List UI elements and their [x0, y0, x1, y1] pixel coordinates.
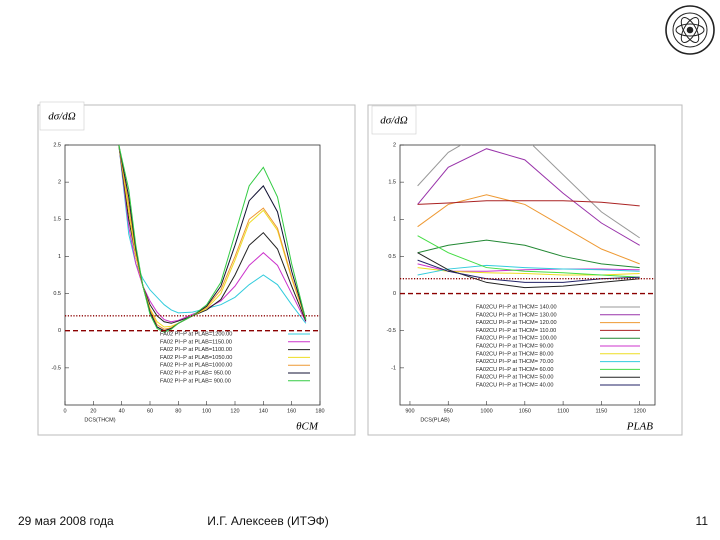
x-tick-label: 950 [444, 408, 453, 414]
footer-date: 29 мая 2008 года [18, 514, 114, 528]
y-tick-label: 1 [58, 254, 61, 260]
legend-label: FA02 PI−P at PLAB= 950.00 [160, 370, 231, 376]
y-tick-label: 0.5 [388, 254, 396, 260]
footer-page: 11 [696, 514, 709, 528]
legend-label: FA02CU PI−P at THCM= 60.00 [476, 367, 554, 373]
y-axis-label: dσ/dΩ [380, 115, 407, 127]
plot-area [417, 145, 640, 289]
series-line [417, 200, 640, 207]
legend-label: FA02 PI−P at PLAB=1200.00 [160, 331, 232, 337]
x-tick-label: 1000 [480, 408, 492, 414]
y-axis-label: dσ/dΩ [48, 111, 75, 123]
legend-label: FA02CU PI−P at THCM= 130.00 [476, 312, 557, 318]
legend-label: FA02 PI−P at PLAB=1150.00 [160, 339, 232, 345]
series-line [118, 145, 307, 324]
plot-area [118, 145, 307, 333]
legend-label: FA02CU PI−P at THCM= 110.00 [476, 328, 556, 334]
y-tick-label: 0.5 [53, 291, 61, 297]
x-tick-label: 1150 [595, 408, 607, 414]
series-line [417, 264, 640, 276]
legend-label: FA02 PI−P at PLAB=1050.00 [160, 355, 232, 361]
x-tick-label: 900 [405, 408, 414, 414]
x-tick-label: 160 [287, 408, 296, 414]
x-tick-label: 1100 [557, 408, 569, 414]
y-tick-label: 0 [58, 328, 61, 334]
x-tick-label: 60 [147, 408, 153, 414]
series-line [417, 235, 640, 278]
footer-author: И.Г. Алексеев (ИТЭФ) [207, 514, 328, 528]
y-tick-label: 2 [393, 142, 396, 148]
x-tick-label: 20 [90, 408, 96, 414]
y-tick-label: -1 [391, 365, 396, 371]
x-tick-label: 140 [259, 408, 268, 414]
x-tick-label: 180 [315, 408, 324, 414]
y-label-box [39, 101, 85, 131]
y-tick-label: 1.5 [53, 217, 61, 223]
series-line [417, 252, 640, 289]
legend-label: FA02 PI−P at PLAB=1000.00 [160, 363, 232, 369]
x-annotation: θCM [296, 421, 319, 433]
plot-frame [399, 144, 656, 406]
series-line [417, 148, 640, 246]
y-tick-label: 2 [58, 180, 61, 186]
x-tick-label: 40 [119, 408, 125, 414]
legend-label: FA02CU PI−P at THCM= 120.00 [476, 320, 557, 326]
legend-label: FA02CU PI−P at THCM= 140.00 [476, 304, 557, 310]
y-tick-label: 0 [393, 291, 396, 297]
legend-label: FA02CU PI−P at THCM= 80.00 [476, 351, 554, 357]
legend-label: FA02CU PI−P at THCM= 100.00 [476, 336, 557, 342]
series-line [118, 145, 307, 333]
x-axis-label: DCS(PLAB) [420, 417, 450, 423]
series-line [417, 145, 640, 239]
x-tick-label: 120 [230, 408, 239, 414]
y-label-box [371, 105, 417, 135]
x-tick-label: 1200 [634, 408, 646, 414]
x-tick-label: 0 [63, 408, 66, 414]
legend-label: FA02CU PI−P at THCM= 40.00 [476, 382, 554, 388]
series-line [417, 259, 640, 283]
legend-label: FA02CU PI−P at THCM= 70.00 [476, 359, 554, 365]
y-tick-label: 1 [393, 217, 396, 223]
panel [37, 104, 356, 436]
y-tick-label: -0.5 [387, 328, 396, 334]
series-line [417, 239, 640, 269]
logo [665, 5, 715, 55]
x-tick-label: 1050 [519, 408, 531, 414]
legend-label: FA02CU PI−P at THCM= 50.00 [476, 375, 554, 381]
x-tick-label: 100 [202, 408, 211, 414]
plot-frame [64, 144, 321, 406]
x-annotation: PLAB [626, 421, 654, 433]
y-tick-label: 1.5 [388, 180, 396, 186]
legend-label: FA02CU PI−P at THCM= 90.00 [476, 343, 554, 349]
legend-label: FA02 PI−P at PLAB=1100.00 [160, 347, 232, 353]
legend-label: FA02 PI−P at PLAB= 900.00 [160, 378, 231, 384]
y-tick-label: 2.5 [53, 142, 61, 148]
series-line [417, 194, 640, 265]
y-tick-label: -0.5 [52, 365, 61, 371]
x-tick-label: 80 [175, 408, 181, 414]
x-axis-label: DCS(THCM) [84, 417, 115, 423]
